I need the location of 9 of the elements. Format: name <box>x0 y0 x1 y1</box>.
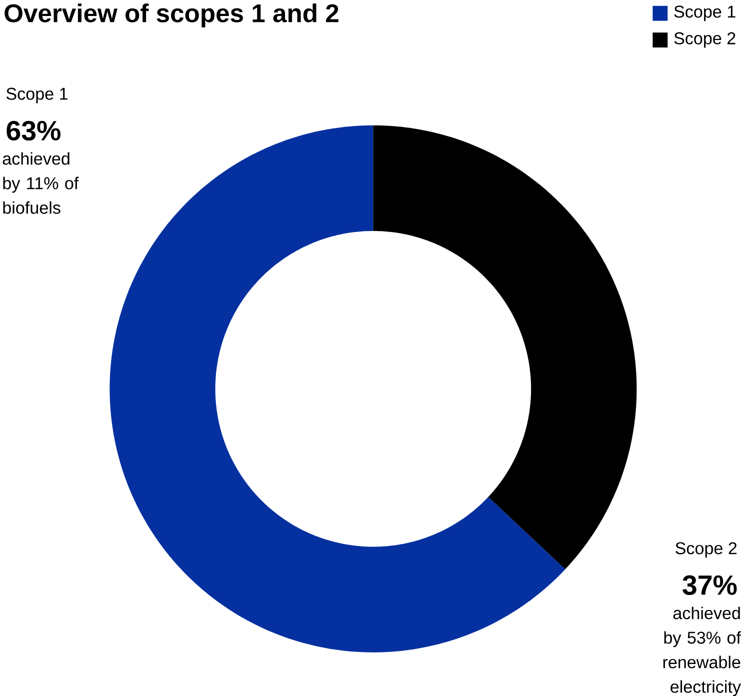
slice-label: Scope 2 <box>676 542 737 558</box>
text: achieved by 11% of biofuels <box>2 152 79 214</box>
slice-label: Scope 1 <box>6 88 68 104</box>
legend-label: Scope 1 <box>674 6 736 21</box>
chart-title: Overview of scopes 1 and 2 <box>4 3 338 28</box>
data-label: 63% <box>6 120 60 140</box>
legend-label: Scope 2 <box>674 32 736 48</box>
data-label: 37% <box>682 575 737 595</box>
text: achieved by 53% of renewable electricity <box>663 606 741 696</box>
